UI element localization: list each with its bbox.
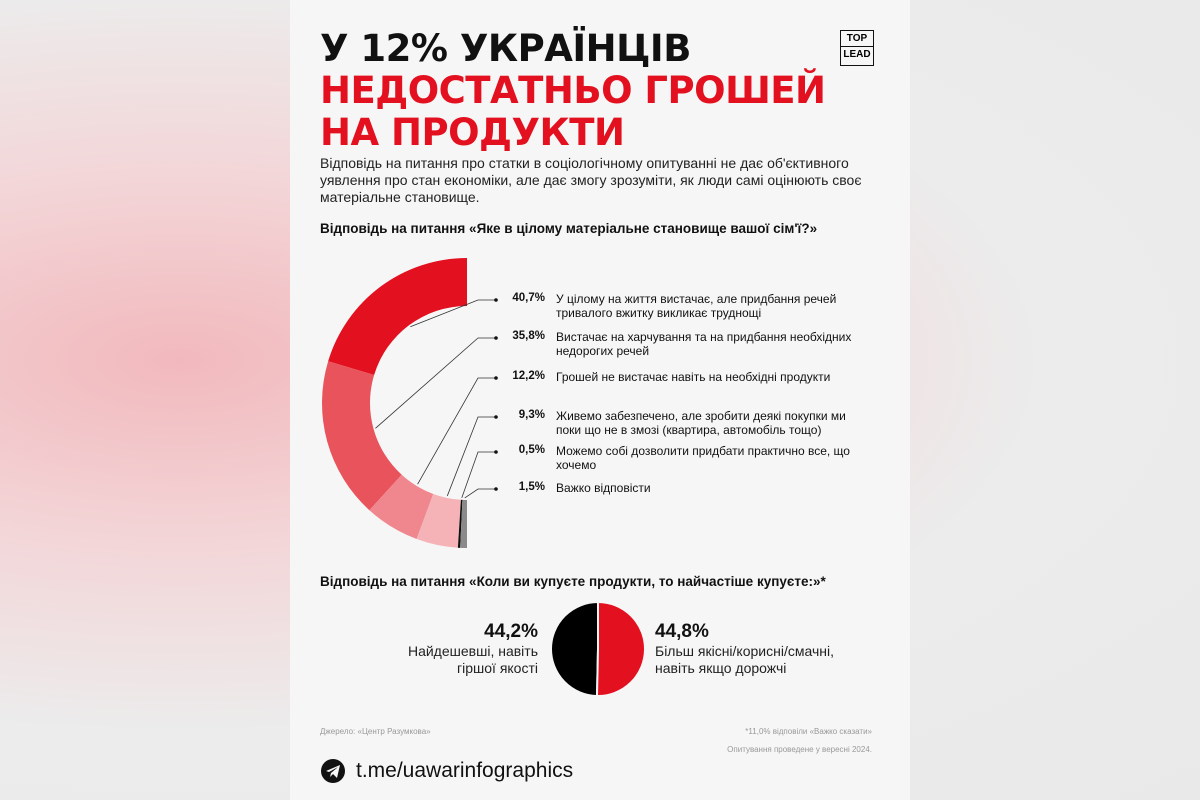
value-label: 44,8%: [655, 621, 709, 642]
logo: TOP LEAD: [840, 30, 874, 66]
title-line: НЕДОСТАТНЬО ГРОШЕЙ: [320, 69, 826, 112]
leader-dot: [494, 376, 498, 380]
category-label: Найдешевші, навіть гіршої якості: [407, 643, 538, 676]
category-label: Живемо забезпечено, але зробити деякі по…: [556, 409, 846, 437]
survey-date: Опитування проведене у вересні 2024.: [727, 745, 872, 754]
value-label: 40,7%: [512, 292, 545, 304]
leader-dot: [494, 415, 498, 419]
pie-slice: [550, 600, 599, 698]
value-label: 9,3%: [518, 409, 545, 421]
leader-line: [446, 416, 496, 497]
category-label: Більш якісні/корисні/смачні, навіть якщо…: [655, 643, 834, 676]
donut-segment: [369, 474, 434, 539]
leader-line: [417, 377, 496, 485]
category-label: Важко відповісти: [556, 481, 651, 495]
value-label: 44,2%: [484, 621, 538, 642]
logo-text: LEAD: [843, 49, 871, 60]
value-label: 35,8%: [512, 330, 545, 342]
value-label: 1,5%: [518, 481, 545, 493]
title-line: У 12% УКРАЇНЦІВ: [320, 27, 691, 70]
intro: Відповідь на питання про статки в соціол…: [320, 155, 862, 205]
leader-dot: [494, 450, 498, 454]
donut-segment: [460, 499, 467, 548]
donut-segment: [416, 493, 461, 548]
donut-segment: [457, 499, 463, 548]
donut-segment: [322, 361, 402, 511]
leader-line: [464, 488, 496, 499]
value-label: 12,2%: [512, 370, 545, 382]
leader-dot: [494, 336, 498, 340]
category-label: Грошей не вистачає навіть на необхідні п…: [556, 370, 831, 384]
category-label: У цілому на життя вистачає, але придбанн…: [556, 292, 837, 320]
question: Відповідь на питання «Коли ви купуєте пр…: [320, 574, 826, 589]
footnote: *11,0% відповіли «Важко сказати»: [745, 727, 872, 736]
leader-dot: [494, 487, 498, 491]
category-label: Вистачає на харчування та на придбання н…: [556, 330, 852, 358]
category-label: Можемо собі дозволити придбати практично…: [556, 444, 850, 472]
telegram-link[interactable]: t.me/uawarinfographics: [356, 759, 574, 782]
source: Джерело: «Центр Разумкова»: [320, 727, 431, 736]
logo-text: TOP: [841, 31, 873, 47]
leader-dot: [494, 298, 498, 302]
telegram-icon: [321, 759, 345, 783]
value-label: 0,5%: [518, 444, 545, 456]
title-line: НА ПРОДУКТИ: [320, 111, 625, 154]
donut-segment: [328, 258, 467, 376]
leader-line: [410, 299, 496, 328]
question: Відповідь на питання «Яке в цілому матер…: [320, 221, 818, 236]
pie-slice: [595, 600, 646, 697]
leader-line: [461, 451, 496, 498]
leader-line: [375, 337, 496, 429]
